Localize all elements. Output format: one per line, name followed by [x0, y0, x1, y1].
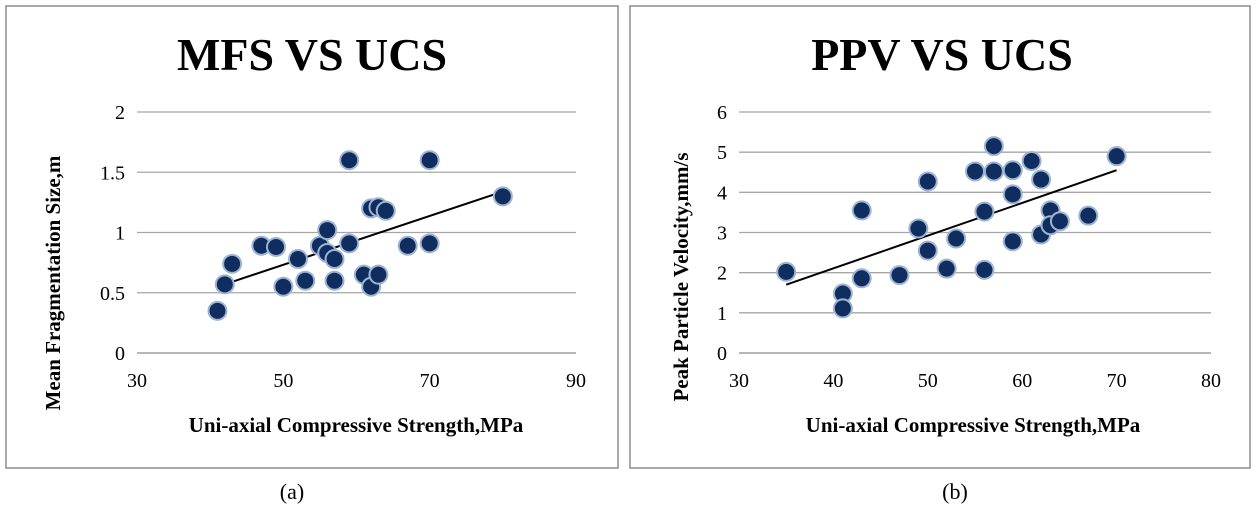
scatter-point	[1049, 211, 1070, 232]
y-tick-label: 0	[717, 343, 727, 365]
x-tick-label: 50	[918, 370, 938, 392]
scatter-point	[397, 235, 418, 256]
scatter-point	[889, 265, 910, 286]
x-tick-label: 30	[729, 370, 749, 392]
scatter-point	[983, 161, 1004, 182]
scatter-point	[1002, 160, 1023, 181]
scatter-point	[946, 228, 967, 249]
y-tick-label: 1.5	[100, 162, 125, 184]
scatter-point	[324, 270, 345, 291]
y-tick-label: 4	[717, 182, 727, 204]
gridlines-a	[137, 111, 576, 354]
chart-frame-b	[629, 5, 1251, 469]
x-tick-labels-b: 30 40 50 60 70 80	[729, 370, 1221, 392]
scatter-point	[983, 136, 1004, 157]
scatter-point	[368, 264, 389, 285]
x-tick-label: 70	[420, 370, 440, 392]
scatter-point	[287, 249, 308, 270]
caption-a: (a)	[280, 479, 304, 504]
x-axis-label-a: Uni-axial Compressive Strength,MPa	[189, 413, 524, 437]
trendline-a	[224, 190, 504, 286]
x-tick-labels-a: 30 50 70 90	[127, 370, 586, 392]
scatter-point	[339, 233, 360, 254]
x-tick-label: 80	[1201, 370, 1221, 392]
scatter-point	[974, 259, 995, 280]
y-tick-label: 0.5	[100, 283, 125, 305]
scatter-point	[324, 249, 345, 270]
y-tick-label: 5	[717, 142, 727, 164]
scatter-point	[917, 171, 938, 192]
y-tick-label: 3	[717, 223, 727, 245]
scatter-point	[1078, 205, 1099, 226]
scatter-point	[908, 218, 929, 239]
scatter-point	[1021, 151, 1042, 172]
chart-frame-a	[5, 5, 619, 469]
y-tick-label: 2	[717, 263, 727, 285]
scatter-point	[776, 261, 797, 282]
scatter-point	[375, 200, 396, 221]
scatter-point	[266, 236, 287, 257]
scatter-point	[295, 270, 316, 291]
data-points-a	[207, 150, 513, 321]
y-tick-labels-b: 0 1 2 3 4 5 6	[717, 102, 727, 365]
x-tick-label: 40	[823, 370, 843, 392]
scatter-point	[419, 233, 440, 254]
scatter-point	[851, 200, 872, 221]
scatter-point	[419, 150, 440, 171]
scatter-point	[936, 258, 957, 279]
chart-title-b: PPV VS UCS	[811, 29, 1073, 80]
x-tick-label: 70	[1107, 370, 1127, 392]
trendline	[785, 169, 1117, 286]
scatter-point	[492, 186, 513, 207]
y-axis-label-b: Peak Particle Velocity,mm/s	[669, 152, 693, 401]
y-tick-label: 0	[115, 343, 125, 365]
y-tick-label: 1	[115, 223, 125, 245]
caption-b: (b)	[942, 479, 968, 504]
scatter-point	[273, 276, 294, 297]
y-tick-label: 6	[717, 102, 727, 124]
scatter-point	[207, 300, 228, 321]
x-axis-label-b: Uni-axial Compressive Strength,MPa	[806, 413, 1141, 437]
scatter-point	[1002, 184, 1023, 205]
scatter-point	[832, 298, 853, 319]
panel-a: MFS VS UCS 0 0.5 1 1.5 2 30 50 70 90 Uni-axial …	[5, 5, 619, 469]
scatter-point	[214, 274, 235, 295]
scatter-point	[974, 201, 995, 222]
x-tick-label: 90	[566, 370, 586, 392]
scatter-point	[317, 220, 338, 241]
x-tick-label: 60	[1012, 370, 1032, 392]
trendline-b	[785, 169, 1117, 286]
data-points-b	[776, 136, 1127, 319]
scatter-point	[917, 240, 938, 261]
trendline	[224, 190, 504, 286]
x-tick-label: 50	[273, 370, 293, 392]
scatter-point	[222, 253, 243, 274]
y-tick-label: 2	[115, 102, 125, 124]
scatter-point	[1106, 146, 1127, 167]
scatter-point	[1031, 169, 1052, 190]
y-tick-labels-a: 0 0.5 1 1.5 2	[100, 102, 125, 365]
scatter-point	[965, 161, 985, 182]
scatter-point	[339, 150, 360, 171]
scatter-point	[851, 268, 872, 289]
scatter-point	[1002, 231, 1023, 252]
panel-b: PPV VS UCS 0 1 2 3 4 5 6 30 40 50 60 70 80 Uni-axia…	[629, 5, 1251, 469]
y-axis-label-a: Mean Fragmentation Size,m	[41, 155, 65, 410]
y-tick-label: 1	[717, 303, 727, 325]
chart-title-a: MFS VS UCS	[177, 29, 447, 80]
x-tick-label: 30	[127, 370, 147, 392]
